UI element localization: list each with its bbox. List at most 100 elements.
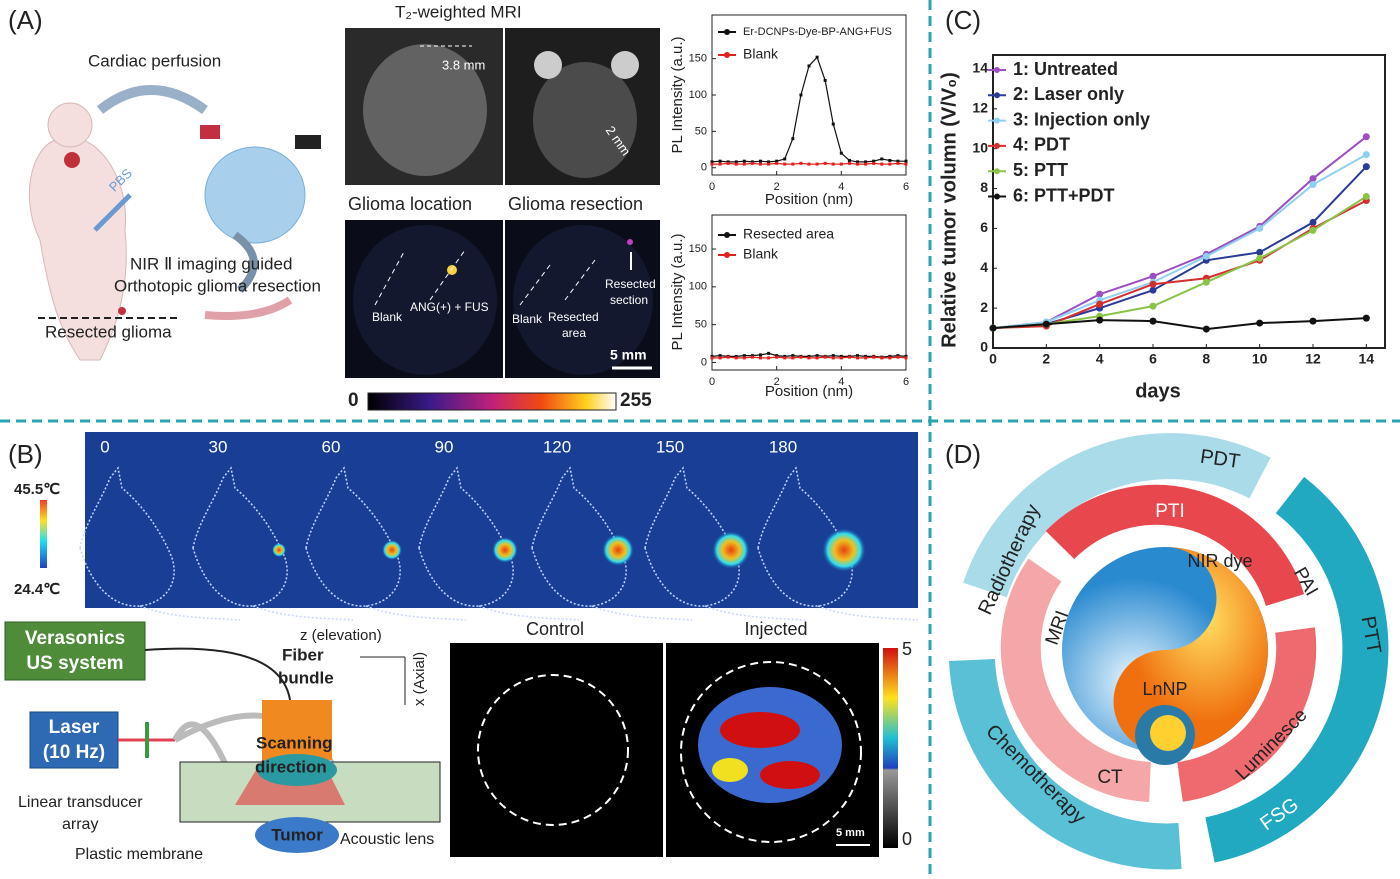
ring-arrow	[1176, 627, 1317, 802]
time-label: 0	[100, 437, 109, 456]
point	[989, 324, 997, 332]
point	[750, 161, 754, 165]
nanoparticle-core	[1150, 715, 1186, 751]
legend-marker	[994, 193, 1000, 200]
point	[1202, 278, 1210, 286]
cable	[144, 647, 291, 701]
point	[839, 356, 843, 360]
hot-spot	[492, 537, 518, 563]
y-tick-label: 50	[695, 319, 707, 331]
label: z (elevation)	[300, 627, 382, 644]
legend-label: 6: PTT+PDT	[1013, 185, 1115, 205]
colorbar-label: 24.4℃	[14, 581, 60, 598]
legend-marker	[724, 252, 730, 258]
point	[734, 354, 738, 358]
y-tick-label: 4	[980, 259, 988, 275]
legend-marker	[724, 232, 730, 238]
time-label: 150	[656, 437, 684, 456]
label: Orthotopic glioma resection	[114, 276, 321, 295]
mri-brain	[533, 62, 637, 178]
point	[734, 160, 738, 164]
point	[1149, 280, 1157, 288]
label: area	[562, 326, 586, 340]
point	[1096, 316, 1104, 324]
point	[1149, 302, 1157, 310]
point	[864, 354, 868, 358]
time-label: 60	[322, 437, 341, 456]
label: Blank	[372, 310, 403, 324]
point	[831, 356, 835, 360]
legend-marker	[994, 142, 1000, 149]
mouse-outline	[192, 466, 354, 621]
label: x (Axial)	[411, 652, 428, 706]
label: Verasonics	[25, 628, 125, 649]
ring-arrow	[1205, 476, 1389, 863]
point	[783, 162, 787, 166]
label: Blank	[512, 312, 543, 326]
point	[734, 356, 738, 360]
point	[847, 161, 851, 165]
legend-label: 1: Untreated	[1013, 59, 1118, 79]
y-tick-label: 8	[980, 179, 988, 195]
yin-yang	[1113, 547, 1268, 753]
point	[710, 160, 714, 164]
x-tick-label: 2	[774, 181, 780, 193]
point	[856, 356, 859, 360]
nir-hotspot	[627, 239, 633, 245]
legend-marker	[724, 29, 730, 35]
series-line	[992, 317, 1367, 331]
x-axis-label: Position (nm)	[765, 191, 853, 208]
legend-label: Blank	[743, 246, 779, 262]
point	[775, 355, 779, 359]
point	[759, 353, 762, 357]
y-tick-label: 12	[972, 100, 988, 116]
x-tick-label: 10	[1252, 351, 1268, 367]
point	[896, 159, 900, 163]
point	[718, 159, 722, 163]
legend-label: Blank	[743, 46, 779, 62]
label: Injected	[744, 619, 807, 639]
point	[888, 162, 892, 166]
nir-brain	[353, 225, 497, 375]
point	[767, 351, 771, 355]
point	[718, 356, 722, 360]
y-tick-label: 2	[980, 299, 988, 315]
label: Glioma location	[348, 194, 472, 214]
point	[1256, 224, 1264, 232]
point	[1149, 286, 1157, 294]
chart: 0 2 4 6 0 50 100 150 Position (nm) PL Intensity (…	[669, 214, 909, 400]
hot-spot	[272, 543, 286, 557]
mri-eye	[611, 51, 639, 79]
arrow	[232, 231, 258, 293]
label: direction	[255, 757, 327, 776]
point	[880, 356, 884, 360]
point	[872, 159, 876, 163]
point	[783, 354, 787, 358]
point	[904, 356, 908, 360]
point	[726, 355, 730, 359]
label: CT	[1097, 767, 1123, 788]
device-box	[4, 621, 146, 681]
point	[839, 162, 843, 166]
point	[1202, 325, 1210, 333]
plot-frame	[711, 14, 907, 176]
point	[718, 354, 722, 358]
point	[815, 356, 819, 360]
point	[872, 161, 876, 165]
point	[799, 161, 803, 165]
hot-spot	[712, 531, 750, 569]
time-label: 120	[543, 437, 571, 456]
y-tick-label: 150	[689, 243, 707, 255]
point	[856, 162, 859, 166]
camera-icon	[295, 135, 321, 149]
point	[799, 355, 803, 359]
panel-label: (D)	[945, 439, 981, 469]
legend-label: 5: PTT	[1013, 160, 1068, 180]
dash	[429, 249, 466, 301]
y-axis-label: PL Intensity (a.u.)	[669, 233, 686, 350]
point	[1096, 300, 1104, 308]
point	[1256, 248, 1264, 256]
point	[1362, 163, 1370, 171]
x-tick-label: 2	[774, 376, 780, 388]
point	[767, 356, 771, 360]
